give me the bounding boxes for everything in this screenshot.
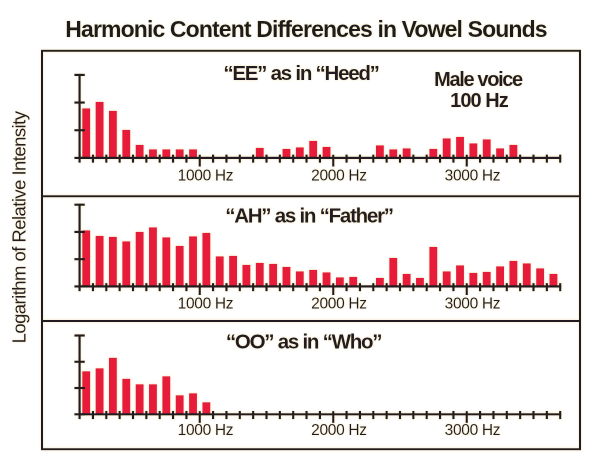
svg-text:3000 Hz: 3000 Hz	[445, 167, 501, 184]
svg-text:“AH” as in “Father”: “AH” as in “Father”	[225, 205, 393, 228]
svg-text:3000 Hz: 3000 Hz	[445, 295, 501, 312]
svg-text:Harmonic Content Differences i: Harmonic Content Differences in Vowel So…	[65, 16, 546, 42]
svg-text:“OO” as in “Who”: “OO” as in “Who”	[226, 331, 381, 354]
svg-text:2000 Hz: 2000 Hz	[311, 295, 367, 312]
svg-text:3000 Hz: 3000 Hz	[445, 422, 501, 439]
svg-text:1000 Hz: 1000 Hz	[178, 167, 234, 184]
svg-text:2000 Hz: 2000 Hz	[311, 422, 367, 439]
svg-text:Male voice: Male voice	[434, 69, 523, 91]
svg-text:100 Hz: 100 Hz	[450, 90, 509, 112]
svg-text:2000 Hz: 2000 Hz	[311, 167, 367, 184]
svg-text:1000 Hz: 1000 Hz	[178, 295, 234, 312]
svg-text:“EE” as in “Heed”: “EE” as in “Heed”	[223, 62, 378, 85]
svg-text:Logarithm of Relative Intensit: Logarithm of Relative Intensity	[9, 110, 30, 343]
svg-text:1000 Hz: 1000 Hz	[178, 422, 234, 439]
